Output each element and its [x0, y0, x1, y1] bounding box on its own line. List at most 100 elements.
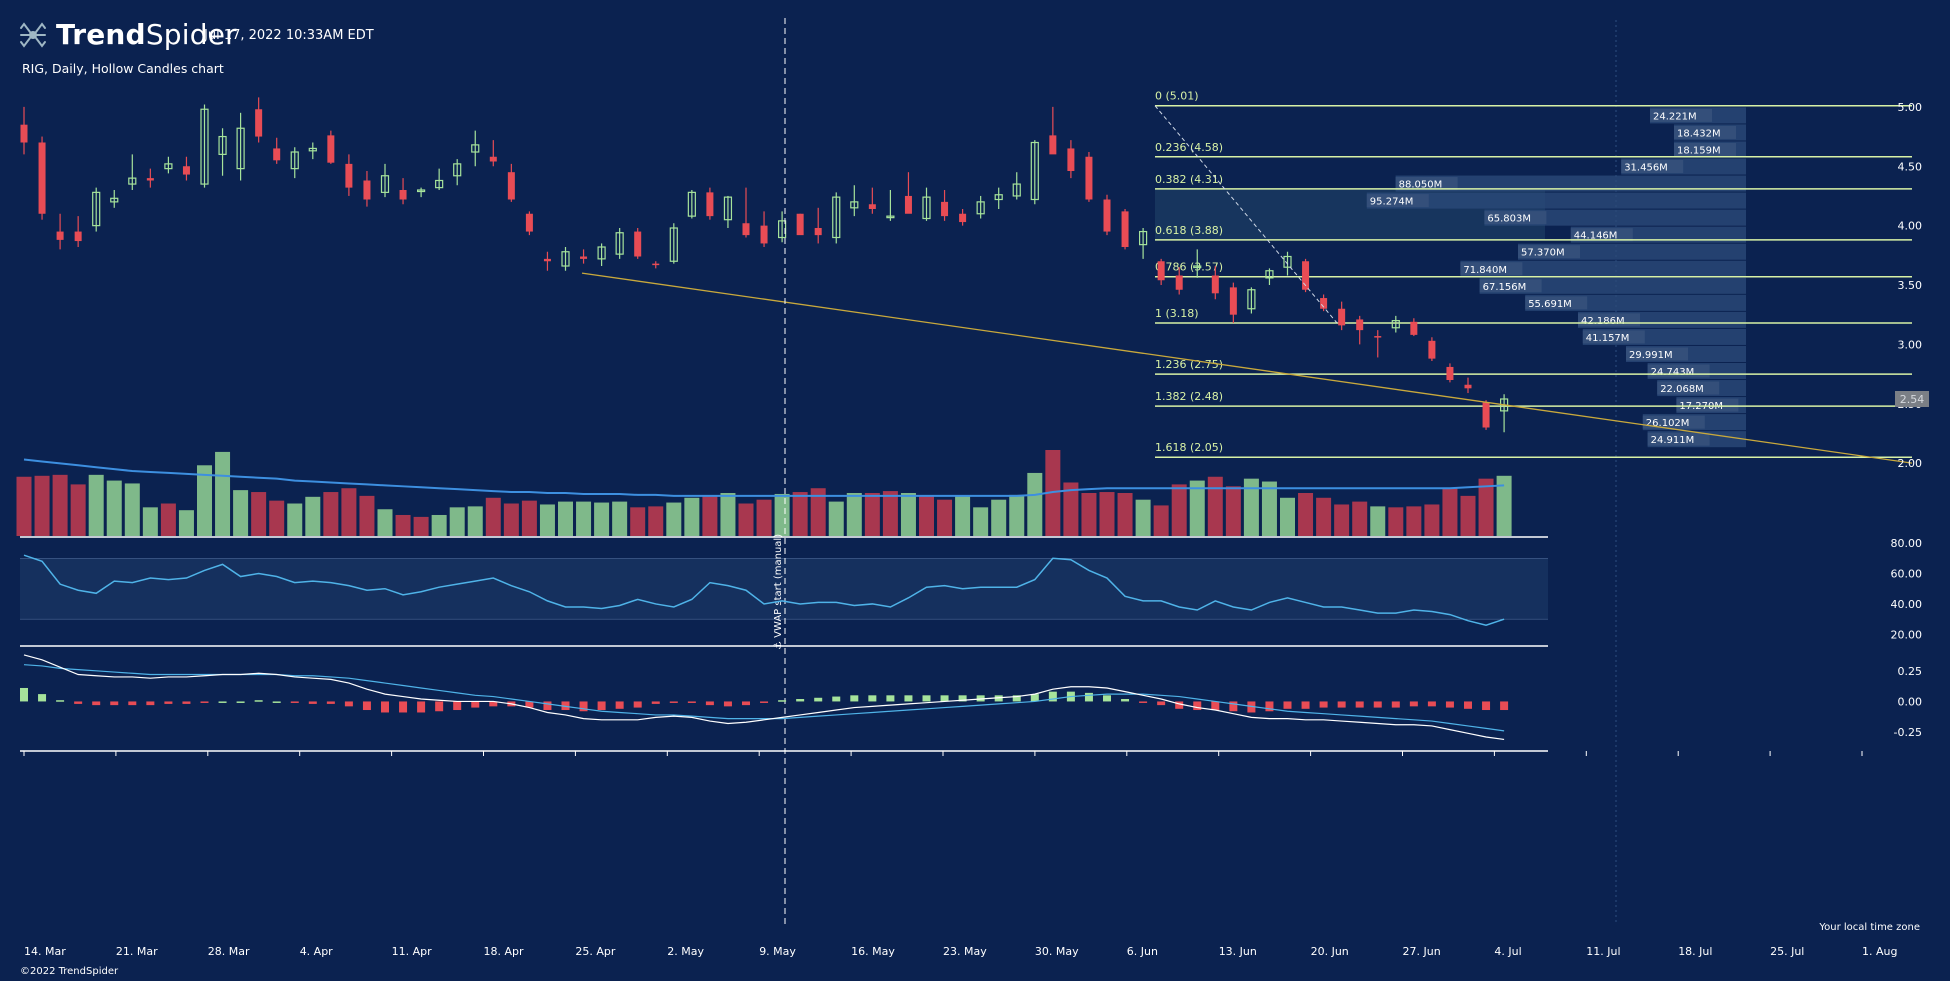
candle-body [994, 194, 1003, 201]
macd-histogram-bar [940, 695, 949, 702]
macd-histogram-bar [128, 701, 137, 706]
macd-histogram-bar [326, 701, 335, 704]
candle-body [74, 231, 82, 242]
candle-body [1049, 135, 1057, 155]
drawings: ⚓ VWAP start (manual) [581, 18, 1913, 925]
volume-bar [178, 510, 194, 536]
volume-profile-bar [1484, 209, 1746, 226]
volume-bar [251, 492, 267, 536]
fib-level-label: 0.382 (4.31) [1155, 173, 1223, 186]
macd-histogram-bar [1464, 701, 1472, 709]
macd-histogram-bar [1175, 701, 1184, 709]
volume-profile-bar [1460, 260, 1746, 277]
macd-histogram-bar [1048, 691, 1057, 702]
chart-subtitle: RIG, Daily, Hollow Candles chart [22, 61, 224, 76]
volume-profile-label-bg [1460, 262, 1523, 276]
macd-histogram-bar [615, 701, 624, 709]
volume-profile-label: 41.157M [1586, 333, 1630, 344]
volume-bar [287, 503, 303, 536]
macd-histogram-bar [92, 701, 101, 706]
rsi-tick-label: 20.00 [1891, 628, 1923, 641]
macd-histogram-bar [994, 695, 1003, 702]
candle-body [723, 196, 733, 221]
macd-histogram-bar [669, 701, 678, 703]
volume-bar [160, 503, 176, 536]
candle-body [236, 127, 245, 170]
candle-body [363, 180, 371, 200]
volume-bar [1388, 507, 1404, 536]
volume-profile-label-bg [1650, 108, 1712, 122]
macd-histogram-bar [976, 695, 985, 702]
fib-retracement: 0 (5.01) 0.236 (4.58) 0.382 (4.31) 0.618 (3… [1155, 90, 1912, 458]
volume-bar [1460, 495, 1476, 536]
candle-body [687, 191, 696, 217]
chart-background [20, 20, 1617, 925]
volume-bar [973, 507, 989, 536]
macd-histogram-bar [1265, 701, 1274, 712]
rsi-line [23, 554, 1505, 627]
candle-body [669, 227, 678, 262]
x-tick-label: 21. Mar [116, 945, 158, 958]
volume-bar [1207, 476, 1223, 536]
candle-body [20, 124, 28, 143]
candle-body [868, 204, 876, 209]
candle-body [1464, 384, 1472, 389]
x-tick-label: 25. Apr [575, 945, 615, 958]
candle-body [308, 147, 317, 152]
rsi-tick-label: 60.00 [1891, 567, 1923, 580]
volume-profile-label: 95.274M [1370, 197, 1414, 208]
volume-bar [1334, 504, 1350, 536]
volume-bar [792, 492, 808, 536]
candle-body [1302, 261, 1310, 290]
volume-bar [630, 507, 646, 536]
copyright-footer: ©2022 TrendSpider [20, 966, 119, 977]
macd-histogram-bar [633, 701, 642, 708]
macd-histogram-bar [1229, 701, 1238, 712]
volume-profile-label: 18.432M [1677, 128, 1721, 139]
fib-anchor-line [1154, 105, 1338, 324]
volume-profile-label: 42.186M [1581, 316, 1625, 327]
volume-bar [1298, 493, 1314, 536]
x-tick-label: 2. May [667, 945, 704, 958]
volume-bar [702, 495, 718, 536]
volume-pane [16, 450, 1512, 536]
volume-bar [106, 480, 122, 536]
macd-histogram-bar [20, 687, 28, 702]
x-tick-label: 9. May [759, 945, 796, 958]
candle-body [164, 163, 173, 170]
macd-histogram-bar [1193, 701, 1202, 711]
macd-histogram-bar [1084, 692, 1093, 702]
macd-histogram-bar [308, 701, 317, 704]
volume-bar [341, 488, 357, 536]
volume-bar [648, 506, 664, 536]
macd-histogram-bar [1012, 695, 1021, 702]
macd-histogram-bar [1391, 701, 1400, 708]
volume-bar [197, 465, 212, 536]
price-tick-label: 3.50 [1898, 279, 1923, 292]
price-tick-label: 4.50 [1898, 160, 1923, 173]
macd-histogram-bar [742, 701, 750, 706]
candle-body [507, 172, 515, 200]
candle-body [634, 231, 642, 257]
volume-profile-label: 88.050M [1399, 180, 1443, 191]
candle-body [959, 213, 967, 223]
last-price-label: 2.54 [1900, 393, 1925, 406]
macd-histogram-bar [778, 700, 787, 702]
candle-body [128, 177, 137, 185]
candle-body [525, 213, 533, 232]
candle-body [561, 251, 570, 267]
volume-bar [594, 502, 610, 536]
candle-body [1428, 340, 1436, 359]
volume-bar [16, 476, 32, 536]
candle-body [471, 144, 480, 153]
candle-body [652, 263, 660, 266]
volume-profile-label-bg [1525, 296, 1588, 310]
candle-body [742, 223, 750, 236]
candle-body [182, 166, 190, 175]
candle-body [327, 135, 335, 163]
candle-body [976, 201, 985, 215]
volume-bar [1478, 478, 1494, 536]
candle-body [1391, 320, 1400, 329]
